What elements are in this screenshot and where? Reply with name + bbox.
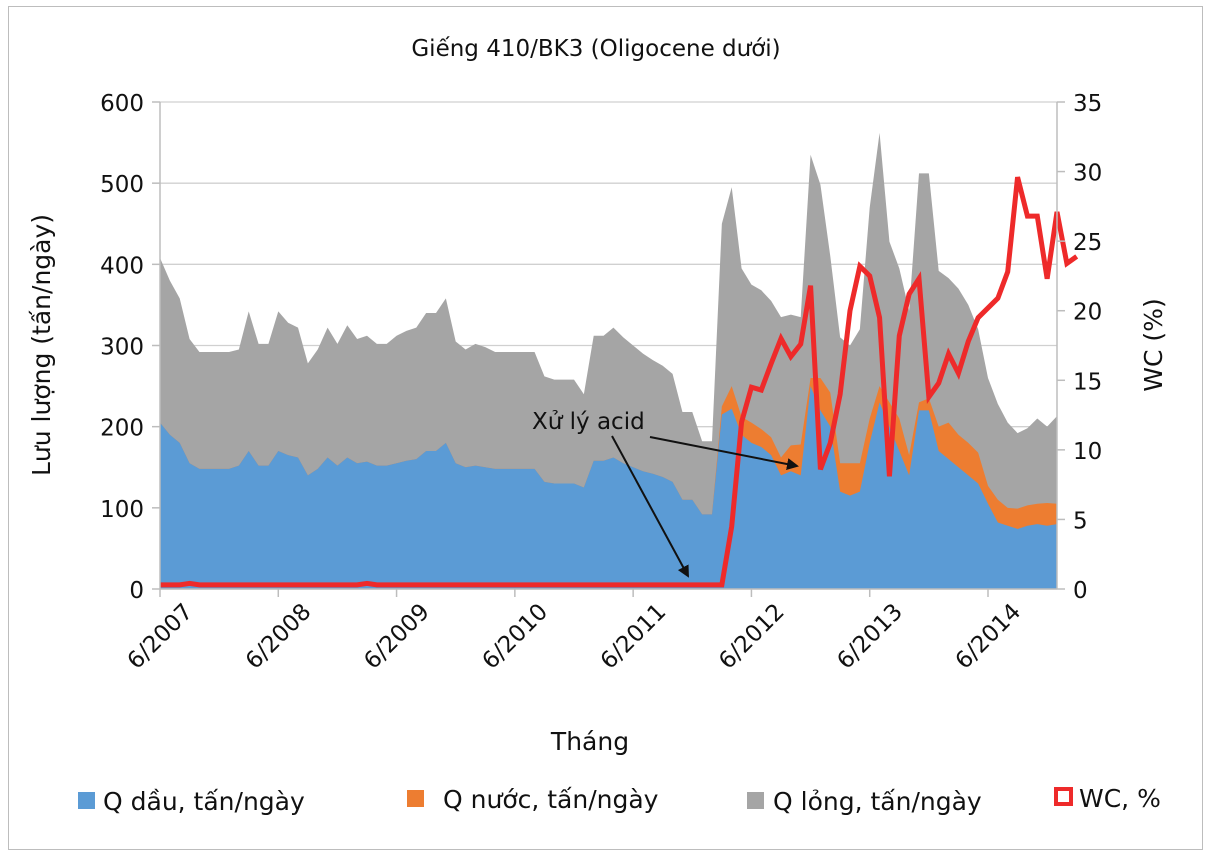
y-axis-title: Lưu lượng (tấn/ngày) <box>27 214 56 476</box>
y-tick-label: 100 <box>100 497 144 523</box>
legend-item-water: Q nước, tấn/ngày <box>407 785 659 814</box>
y-axis-ticks: 0 100 200 300 400 500 600 <box>100 91 160 604</box>
chart-title: Giếng 410/BK3 (Oligocene dưới) <box>411 36 780 62</box>
legend-label-oil: Q dầu, tấn/ngày <box>103 787 305 816</box>
annotation-acid: Xử lý acid <box>532 409 799 578</box>
y-tick-label: 500 <box>100 172 144 198</box>
x-tick-label: 6/2007 <box>123 599 199 675</box>
x-tick-label: 6/2014 <box>951 599 1027 675</box>
y2-axis-ticks: 0 5 10 15 20 25 30 35 <box>1057 91 1102 604</box>
legend: Q dầu, tấn/ngày Q nước, tấn/ngày Q lỏng,… <box>78 784 1161 816</box>
x-tick-label: 6/2013 <box>832 599 908 675</box>
legend-item-wc: WC, % <box>1054 784 1161 813</box>
legend-item-oil: Q dầu, tấn/ngày <box>78 787 305 816</box>
x-tick-label: 6/2009 <box>359 599 435 675</box>
y-tick-label: 200 <box>100 416 144 442</box>
x-tick-label: 6/2010 <box>477 599 553 675</box>
legend-swatch-water <box>407 790 424 807</box>
wc-series <box>160 176 1079 588</box>
y-tick-label: 300 <box>100 335 144 361</box>
x-axis-title: Tháng <box>550 727 629 756</box>
y-tick-label: 400 <box>100 253 144 279</box>
x-tick-label: 6/2008 <box>241 599 317 675</box>
annotation-arrow-2 <box>649 436 799 470</box>
legend-item-liquid: Q lỏng, tấn/ngày <box>747 787 982 816</box>
y2-tick-label: 15 <box>1073 369 1102 395</box>
y2-axis-title: WC (%) <box>1139 298 1168 391</box>
legend-label-wc: WC, % <box>1079 784 1161 813</box>
area-q-dau <box>160 386 1057 589</box>
y2-tick-label: 25 <box>1073 230 1102 256</box>
annotation-arrow-1 <box>611 435 689 578</box>
y-tick-label: 600 <box>100 91 144 117</box>
plot-area: 0 100 200 300 400 500 600 0 5 10 15 20 25 30 35 6/200… <box>100 91 1102 674</box>
y2-tick-label: 5 <box>1073 508 1088 534</box>
legend-label-liquid: Q lỏng, tấn/ngày <box>773 787 982 816</box>
y2-tick-label: 20 <box>1073 300 1102 326</box>
x-tick-label: 6/2011 <box>596 599 672 675</box>
x-tick-label: 6/2012 <box>714 599 790 675</box>
legend-swatch-wc <box>1054 787 1073 806</box>
y-tick-label: 0 <box>129 578 144 604</box>
legend-swatch-liquid <box>747 792 764 809</box>
x-axis-ticks: 6/2007 6/2008 6/2009 6/2010 6/2011 6/2012 6/20… <box>123 589 1027 675</box>
legend-label-water: Q nước, tấn/ngày <box>443 785 659 814</box>
y2-tick-label: 35 <box>1073 91 1102 117</box>
annotation-label: Xử lý acid <box>532 409 645 435</box>
y2-tick-label: 10 <box>1073 439 1102 465</box>
legend-swatch-oil <box>78 792 95 809</box>
y2-tick-label: 30 <box>1073 161 1102 187</box>
line-wc <box>160 176 1079 588</box>
y2-tick-label: 0 <box>1073 578 1088 604</box>
